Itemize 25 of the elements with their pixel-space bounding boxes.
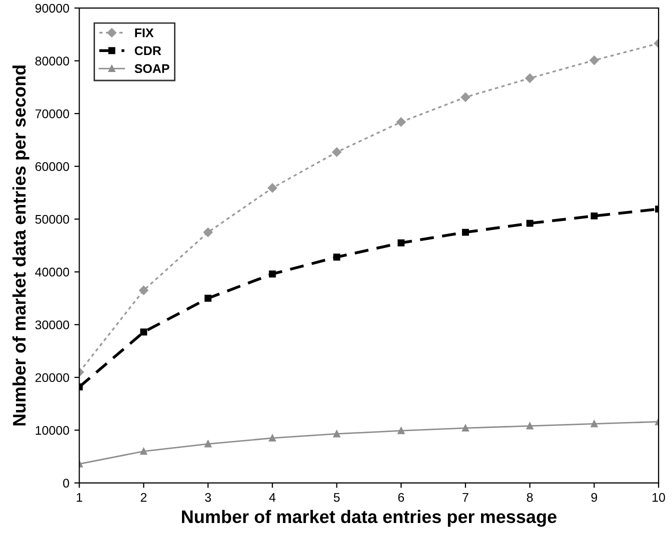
x-tick-label: 8 [526,492,533,502]
x-tick-label: 4 [269,493,276,502]
x-tick-label: 5 [334,493,340,502]
y-axis-title: Number of market data entries per second [12,66,30,426]
legend-label: FIX [135,28,154,38]
y-tick-label: 0 [63,478,70,488]
y-tick-label: 30000 [35,320,70,330]
y-tick-label: 90000 [35,4,70,13]
y-tick-label: 80000 [35,56,70,66]
y-tick-label: 70000 [35,109,70,118]
y-tick-label: 50000 [35,214,70,224]
legend-label: SOAP [134,64,170,74]
x-tick-label: 10 [652,492,666,502]
x-tick-label: 9 [591,492,598,502]
x-axis-title: Number of market data entries per message [182,510,556,527]
y-tick-label: 20000 [35,373,70,382]
y-tick-label: 60000 [35,162,70,171]
x-tick-label: 2 [140,492,147,502]
x-tick-label: 1 [76,493,82,502]
x-tick-label: 3 [205,492,211,502]
y-tick-label: 40000 [35,268,70,277]
y-tick-label: 10000 [36,426,70,435]
x-tick-label: 6 [398,492,404,502]
legend-label: CDR [134,46,162,56]
x-tick-label: 7 [462,493,468,502]
